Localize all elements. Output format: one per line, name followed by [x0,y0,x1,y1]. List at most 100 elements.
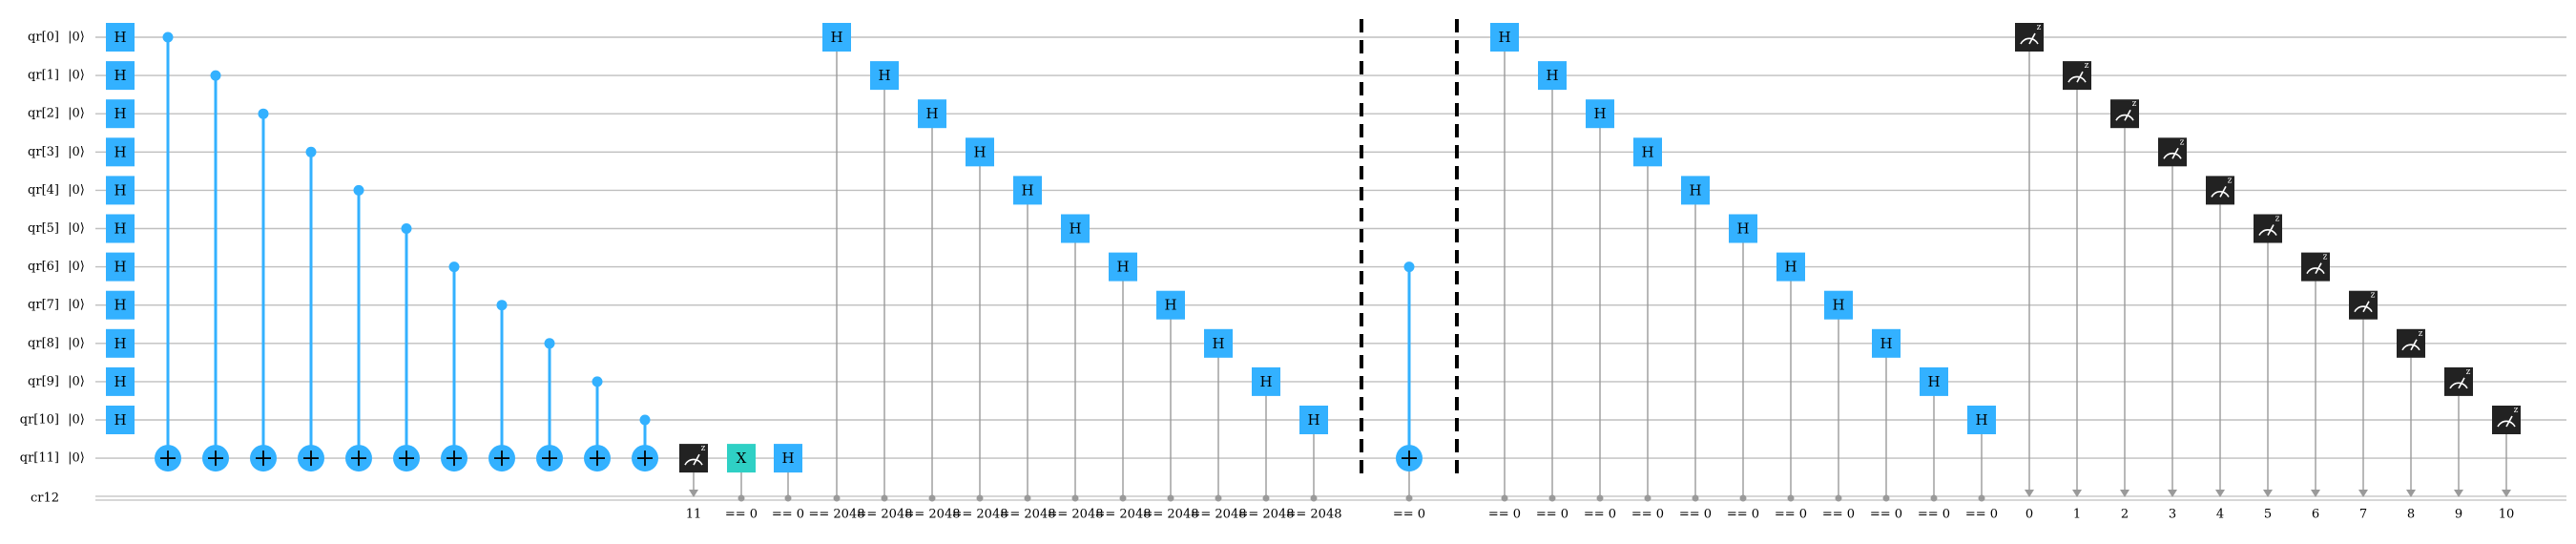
initial-state: |0⟩ [68,451,85,466]
condition-dot [1739,494,1747,502]
condition-label: == 2048 [1285,508,1341,522]
condition-dot [1215,494,1222,502]
meter-needle [2458,377,2465,389]
condition-dot [1978,494,1985,502]
meter-basis: z [2037,23,2042,32]
qubit-label: qr[5] [28,221,59,236]
meter-basis: z [2180,137,2185,147]
h-gate-label: H [1164,297,1176,314]
measure-bit-label: 8 [2407,508,2415,522]
h-gate [106,290,135,320]
condition-label: == 0 [1727,508,1759,522]
h-gate [106,328,135,358]
h-gate-label: H [781,450,794,467]
meter-basis: z [2466,367,2471,377]
qubit-label: qr[9] [28,374,59,388]
qubit-label: qr[0] [28,31,59,45]
condition-label: == 0 [1631,508,1664,522]
h-gate [1776,252,1805,282]
qubit-label: qr[6] [28,260,59,274]
h-gate-label: H [114,143,126,160]
classical-register-label: cr12 [31,492,59,506]
h-gate [106,252,135,282]
h-gate-label: H [878,67,890,84]
h-gate [106,406,135,434]
gates: H H H H H H H H H H Hz 11 == 0 X == 0 H == 2048 H == 2048 H… [106,19,2521,522]
control-dot [592,376,603,387]
meter-icon [2258,229,2277,236]
condition-label: == 2048 [999,508,1055,522]
initial-state: |0⟩ [68,260,85,274]
condition-label: == 0 [725,508,758,522]
h-gate-label: H [1498,29,1510,46]
h-gate [774,444,802,473]
meter-needle [2124,109,2131,121]
h-gate [1299,406,1328,434]
initial-state: |0⟩ [68,336,85,350]
initial-state: |0⟩ [68,298,85,312]
measure-arrow [2120,490,2129,497]
condition-dot [1167,494,1174,502]
h-gate-label: H [1307,411,1319,429]
qubit-label: qr[10] [20,413,59,428]
measure-gate [2063,61,2091,91]
condition-dot [1548,494,1556,502]
h-gate [106,366,135,396]
h-gate-label: H [114,29,126,46]
h-gate-label: H [925,105,938,122]
meter-basis: z [2323,253,2328,262]
h-gate-label: H [973,143,986,160]
condition-dot [1501,494,1508,502]
condition-label: == 0 [1584,508,1616,522]
meter-icon [2449,382,2468,389]
control-dot [401,223,412,234]
condition-dot [1405,494,1413,502]
meter-icon [2020,37,2039,45]
qubit-label: qr[2] [28,107,59,121]
meter-basis: z [701,444,706,453]
measure-gate [2492,406,2521,434]
qubit-label: qr[3] [28,145,59,159]
h-gate-label: H [114,105,126,122]
meter-basis: z [2228,176,2233,185]
h-gate [1538,61,1567,91]
condition-dot [881,494,888,502]
h-gate-label: H [1069,220,1081,238]
meter-needle [2315,262,2322,274]
condition-dot [1596,494,1604,502]
qubit-label: qr[11] [20,451,59,466]
measure-arrow [2502,490,2511,497]
condition-dot [1692,494,1699,502]
h-gate [1109,252,1137,282]
measure-gate [2206,176,2234,205]
measure-arrow [2311,490,2320,497]
measure-arrow [689,490,698,497]
condition-label: == 0 [1775,508,1807,522]
control-dot [544,338,555,349]
initial-state: |0⟩ [68,31,85,45]
h-gate [106,137,135,167]
h-gate-label: H [114,411,126,429]
h-gate [106,176,135,205]
condition-label: == 2048 [1047,508,1103,522]
h-gate [1633,137,1662,167]
h-gate [1824,290,1853,320]
meter-basis: z [2419,329,2423,339]
control-dot [496,300,508,311]
wires [95,36,2566,501]
control-dot [639,414,651,426]
h-gate-label: H [1021,181,1033,199]
control-dot [258,108,269,119]
meter-icon [2163,152,2182,159]
h-gate [1252,366,1280,396]
condition-dot [1835,494,1842,502]
h-gate [1729,214,1757,243]
meter-basis: z [2275,215,2280,224]
h-gate [1586,99,1614,129]
meter-basis: z [2085,61,2089,71]
h-gate [1204,328,1233,358]
meter-needle [2410,339,2418,351]
condition-label: == 0 [1679,508,1712,522]
condition-dot [1262,494,1270,502]
